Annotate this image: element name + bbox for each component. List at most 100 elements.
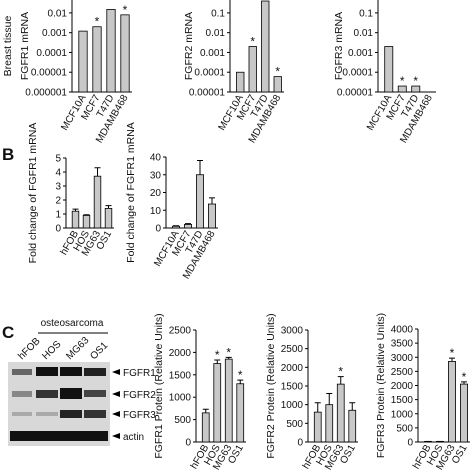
y-axis-label: FGFR1 Protein (Relative Units) [153,313,165,458]
y-tick-label: 500 [396,423,413,434]
y-tick-label: 0.00001 [337,88,374,99]
bar [82,214,91,229]
y-tick-label: 0.0001 [36,48,67,59]
error-bar [185,223,191,225]
y-tick-label: 0.01 [206,28,226,39]
significance-star: * [226,345,231,359]
lane-label: hFOB [16,336,42,362]
y-tick-label: 10 [150,206,162,217]
significance-star: * [338,365,343,379]
bar [78,30,88,93]
lane-label: MG63 [64,335,91,362]
bar [261,0,270,93]
y-tick-label: 0.001 [42,28,67,39]
bar [93,175,102,229]
band-label: FGFR3 [123,410,156,421]
band [36,390,58,398]
significance-star: * [275,65,280,79]
y-tick-label: 5 [55,154,61,165]
band [60,388,82,399]
y-axis-label: FGFR2 Protein (Relative Units) [265,313,277,458]
arrow [112,391,120,397]
y-tick-label: 2500 [169,326,192,337]
y-tick-label: 3000 [391,353,414,364]
bar [104,207,113,229]
significance-star: * [400,74,405,88]
y-axis-label: Fold change of FGFR1 mRNA [125,122,137,263]
y-tick-label: 0.0001 [194,68,225,79]
band [12,391,32,397]
y-tick-label: 0.01 [48,8,68,19]
bar [106,9,116,93]
y-tick-label: 500 [286,419,303,430]
bar [236,71,245,93]
error-bar [197,160,203,175]
bar [273,76,282,93]
error-bar [94,167,101,177]
y-tick-label: 0.00001 [31,68,68,79]
band-label: FGFR1 [123,368,156,379]
band [10,431,108,441]
panel-label: C [2,323,14,342]
y-tick-label: 30 [150,170,162,181]
bar [248,46,257,93]
y-tick-label: 0.1 [359,8,373,19]
y-tick-label: 3 [55,182,61,193]
band [60,410,82,418]
bar [71,210,80,229]
band [12,412,32,416]
lane-label: HOS [40,339,63,362]
bar [447,361,456,443]
y-tick-label: 0 [185,438,191,449]
y-tick-label: 4000 [391,325,414,336]
y-tick-label: 0.1 [211,8,225,19]
y-tick-label: 0 [407,438,413,449]
error-bar [209,197,215,205]
bar [348,409,357,443]
side-label: Breast tissue [2,15,14,76]
error-bar [314,402,321,413]
error-bar [237,379,244,384]
bar [411,85,421,93]
bar [459,383,468,443]
bar [183,224,192,229]
band-label: actin [123,432,144,443]
bar [236,383,245,443]
y-axis-label: Fold change of FGFR1 mRNA [27,123,39,264]
bar [336,383,345,443]
y-tick-label: 1000 [281,400,304,411]
y-axis-label: FGFR1 mRNA [19,12,31,80]
arrow [112,411,120,417]
error-bar [202,408,209,413]
significance-star: * [413,74,418,88]
y-tick-label: 1500 [391,395,414,406]
band-label: FGFR2 [123,390,156,401]
y-tick-label: 0.001 [348,48,373,59]
panel-label: B [2,145,14,164]
bar [201,412,210,443]
y-tick-label: 0 [155,224,161,235]
y-tick-label: 4 [55,168,61,179]
band [12,369,32,375]
error-bar [326,392,333,405]
band [84,410,106,418]
y-axis-label: FGFR2 mRNA [183,12,195,80]
error-bar [83,214,90,216]
significance-star: * [462,370,467,384]
error-bar [225,356,232,360]
y-tick-label: 0.001 [200,48,225,59]
y-tick-label: 20 [150,188,162,199]
significance-star: * [450,346,455,360]
significance-star: * [238,368,243,382]
y-tick-label: 1000 [169,393,192,404]
bar [195,174,204,229]
y-tick-label: 1000 [391,409,414,420]
bar [120,14,130,93]
y-tick-label: 0 [55,224,61,235]
band [36,367,58,376]
y-tick-label: 2500 [391,367,414,378]
error-bar [449,357,455,362]
bar [213,363,222,443]
y-tick-label: 2500 [281,344,304,355]
